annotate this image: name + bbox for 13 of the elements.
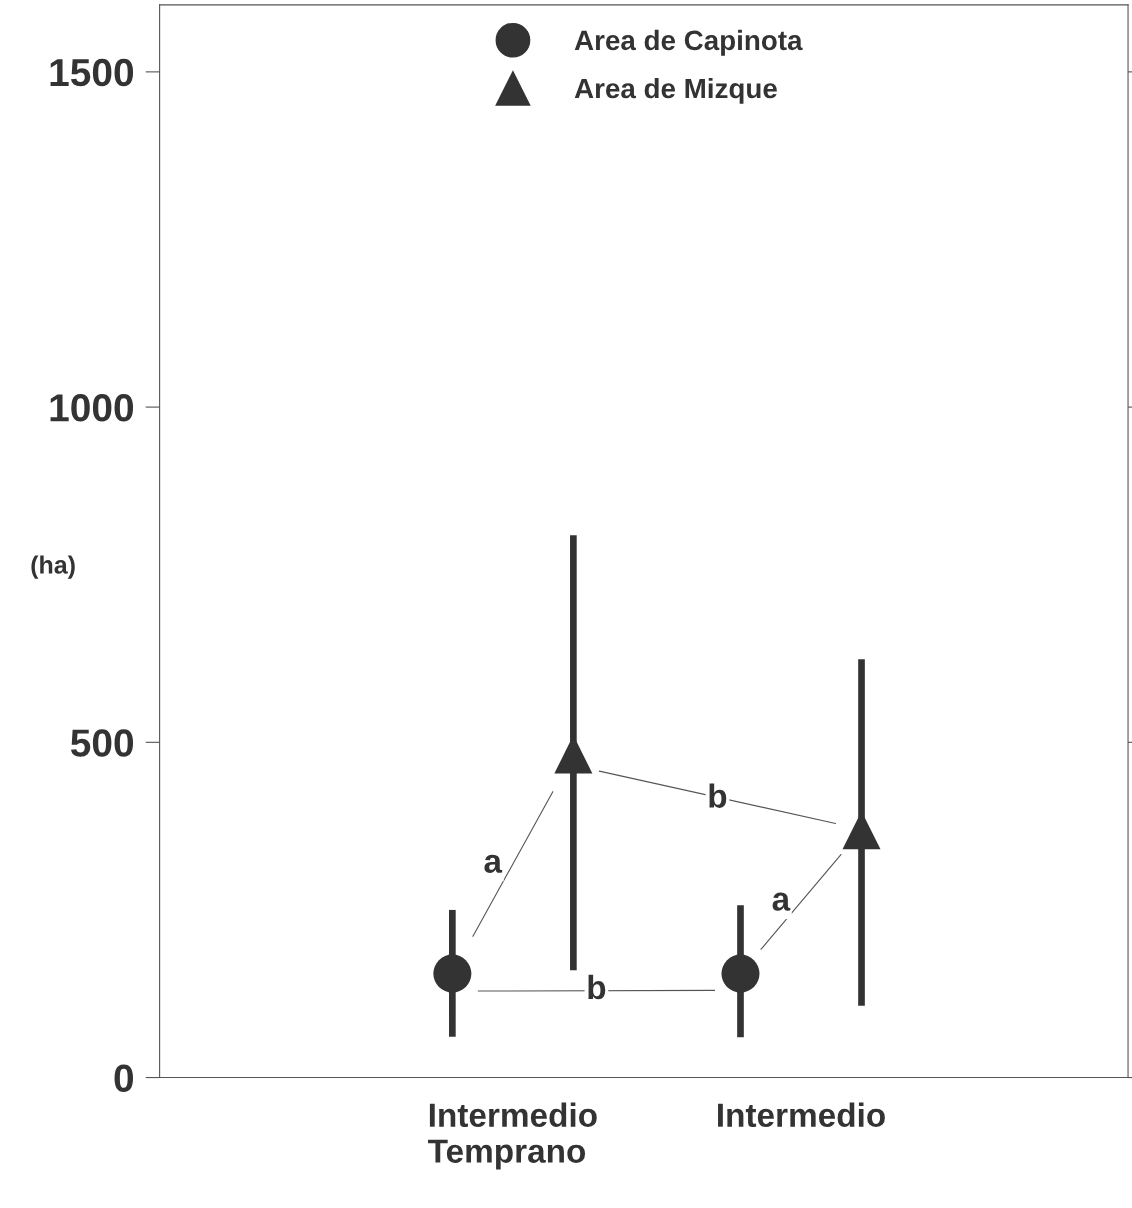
y-tick-label: 500 bbox=[70, 729, 134, 757]
legend-label: Area de Capinota bbox=[574, 29, 803, 56]
y-tick-label: 1000 bbox=[50, 394, 134, 422]
annotation: a bbox=[772, 892, 791, 911]
annotation: a bbox=[484, 854, 503, 873]
annotation: b bbox=[709, 783, 727, 808]
x-tick-label: Intermedio Temprano bbox=[428, 1102, 597, 1170]
legend-label: Area de Mizque bbox=[574, 77, 777, 104]
y-tick-label: 1500 bbox=[50, 58, 134, 87]
y-axis-title: (ha) bbox=[31, 555, 75, 579]
x-tick-label: Intermedio bbox=[718, 1102, 885, 1128]
annotation: b bbox=[588, 974, 606, 1000]
y-tick-label: 0 bbox=[114, 1064, 134, 1093]
